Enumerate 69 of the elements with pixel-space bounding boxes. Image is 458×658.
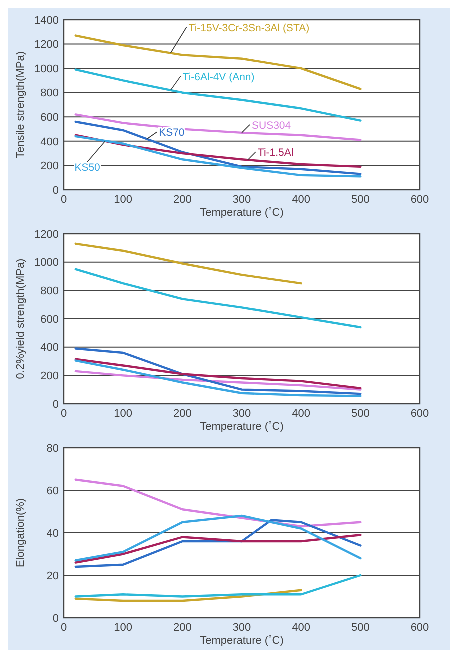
x-tick-label: 300 bbox=[232, 408, 252, 420]
line-series bbox=[74, 268, 362, 329]
series-label: Ti-1.5Al bbox=[258, 147, 294, 160]
y-tick-label: 1200 bbox=[34, 228, 59, 241]
x-tick-label: 500 bbox=[351, 408, 370, 420]
x-tick-label: 0 bbox=[60, 194, 68, 206]
series-label: Ti-6Al-4V (Ann) bbox=[182, 71, 255, 84]
x-tick-label: 0 bbox=[60, 622, 68, 634]
y-tick-label: 0 bbox=[52, 398, 59, 411]
y-tick-label: 60 bbox=[46, 485, 59, 498]
line-series bbox=[74, 370, 362, 391]
x-tick-label: 600 bbox=[410, 622, 430, 634]
x-tick-label: 200 bbox=[173, 194, 192, 206]
x-tick-label: 200 bbox=[173, 408, 192, 420]
y-tick-label: 800 bbox=[40, 286, 59, 298]
y-tick-label: 400 bbox=[40, 342, 59, 354]
x-tick-label: 100 bbox=[114, 408, 133, 420]
y-tick-label: 400 bbox=[40, 136, 59, 148]
line-series bbox=[74, 68, 362, 122]
x-tick-label: 400 bbox=[292, 408, 311, 420]
x-tick-label: 100 bbox=[114, 194, 133, 206]
x-tick-label: 400 bbox=[292, 194, 311, 206]
text: Ti-15V-3Cr-3Sn-3Al (STA) bbox=[188, 22, 310, 34]
y-tick-label: 1000 bbox=[34, 63, 59, 76]
y-axis-title: Tensile strength(MPa) bbox=[15, 52, 27, 158]
text: KS50 bbox=[74, 162, 101, 174]
line-series bbox=[74, 358, 362, 390]
line-series bbox=[74, 114, 362, 142]
x-axis-title: Temperature (˚C) bbox=[200, 421, 284, 433]
x-axis-title: Temperature (˚C) bbox=[200, 207, 284, 219]
x-tick-label: 300 bbox=[232, 622, 252, 634]
series-label: KS70 bbox=[159, 127, 185, 140]
y-tick-label: 800 bbox=[40, 88, 59, 100]
y-tick-label: 200 bbox=[40, 160, 59, 173]
line-series bbox=[74, 242, 302, 285]
x-tick-label: 300 bbox=[232, 194, 252, 206]
y-tick-label: 600 bbox=[40, 314, 59, 326]
line-series bbox=[74, 360, 362, 398]
y-tick-label: 1200 bbox=[34, 39, 59, 52]
x-tick-label: 500 bbox=[351, 622, 370, 634]
y-tick-label: 600 bbox=[40, 112, 59, 124]
line-series bbox=[74, 135, 362, 178]
y-tick-label: 20 bbox=[46, 570, 59, 582]
line-series bbox=[74, 534, 362, 564]
y-axis-title: Elongation(%) bbox=[15, 498, 27, 568]
y-tick-label: 1000 bbox=[34, 257, 59, 270]
x-tick-label: 200 bbox=[173, 622, 192, 634]
line-series bbox=[74, 34, 362, 90]
x-tick-label: 600 bbox=[410, 194, 430, 206]
y-tick-label: 80 bbox=[46, 442, 59, 455]
line-series bbox=[74, 348, 362, 396]
x-axis-title: Temperature (˚C) bbox=[200, 635, 284, 647]
x-tick-label: 0 bbox=[60, 408, 68, 420]
y-tick-label: 200 bbox=[40, 370, 59, 383]
y-tick-label: 1400 bbox=[34, 14, 59, 27]
x-tick-label: 400 bbox=[292, 622, 311, 634]
line-series bbox=[74, 120, 362, 176]
series-label: SUS304 bbox=[252, 120, 292, 132]
x-tick-label: 100 bbox=[114, 622, 133, 634]
y-tick-label: 0 bbox=[52, 612, 59, 625]
line-series bbox=[74, 514, 362, 562]
y-axis-title: 0.2%yield strength(MPa) bbox=[15, 258, 27, 380]
y-tick-label: 0 bbox=[52, 184, 59, 197]
x-tick-label: 500 bbox=[351, 194, 370, 206]
x-tick-label: 600 bbox=[410, 408, 430, 420]
y-tick-label: 40 bbox=[46, 528, 59, 540]
line-series bbox=[74, 478, 362, 528]
line-series bbox=[74, 519, 362, 568]
line-series bbox=[74, 589, 302, 602]
